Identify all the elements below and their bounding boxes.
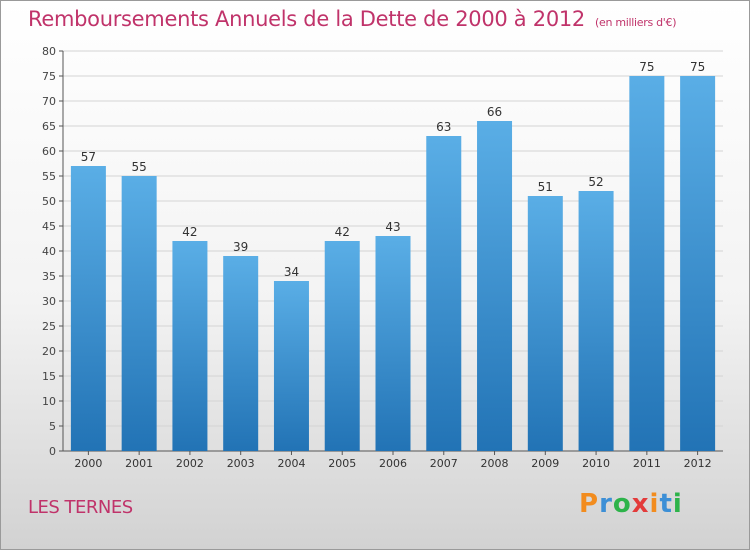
bar-value-label: 51 <box>538 180 553 194</box>
bar-value-label: 66 <box>487 105 502 119</box>
bar <box>70 166 106 451</box>
bar-value-label: 63 <box>436 120 451 134</box>
y-tick-label: 45 <box>42 220 56 233</box>
bar <box>172 241 208 451</box>
bar-value-label: 52 <box>588 175 603 189</box>
x-tick-label: 2009 <box>531 457 559 470</box>
bar-value-label: 42 <box>182 225 197 239</box>
bar <box>578 191 614 451</box>
y-tick-label: 80 <box>42 45 56 58</box>
bar-value-label: 57 <box>81 150 96 164</box>
bar <box>375 236 411 451</box>
x-tick-label: 2002 <box>176 457 204 470</box>
x-tick-label: 2003 <box>227 457 255 470</box>
y-tick-label: 20 <box>42 345 56 358</box>
logo-letter: i <box>672 489 683 519</box>
y-tick-label: 65 <box>42 120 56 133</box>
bar <box>223 256 259 451</box>
y-tick-label: 25 <box>42 320 56 333</box>
logo-letter: r <box>599 489 613 519</box>
bar <box>527 196 563 451</box>
x-tick-label: 2012 <box>684 457 712 470</box>
y-tick-label: 40 <box>42 245 56 258</box>
x-tick-label: 2006 <box>379 457 407 470</box>
bar-value-label: 43 <box>385 220 400 234</box>
logo-letter: i <box>649 489 660 519</box>
y-tick-label: 15 <box>42 370 56 383</box>
x-tick-label: 2010 <box>582 457 610 470</box>
x-tick-label: 2004 <box>277 457 305 470</box>
bar <box>324 241 360 451</box>
bar <box>680 76 716 451</box>
bar-value-label: 75 <box>639 60 654 74</box>
unit-label: (en milliers d'€) <box>595 16 677 29</box>
logo-letter: t <box>659 489 673 519</box>
bar-value-label: 42 <box>335 225 350 239</box>
logo-letter: x <box>631 489 650 519</box>
y-tick-label: 70 <box>42 95 56 108</box>
bar <box>477 121 513 451</box>
bar-value-label: 39 <box>233 240 248 254</box>
bar <box>426 136 462 451</box>
commune-name: LES TERNES <box>28 497 133 518</box>
bar <box>273 281 309 451</box>
y-tick-label: 5 <box>49 420 56 433</box>
bar-value-label: 55 <box>132 160 147 174</box>
title-text: Remboursements Annuels de la Dette de 20… <box>28 7 585 31</box>
x-tick-label: 2001 <box>125 457 153 470</box>
y-tick-label: 0 <box>49 445 56 458</box>
logo-letter: o <box>612 489 632 519</box>
x-tick-label: 2008 <box>481 457 509 470</box>
proxiti-logo: Proxiti <box>579 489 683 519</box>
bar-value-label: 75 <box>690 60 705 74</box>
x-tick-label: 2000 <box>74 457 102 470</box>
bar <box>121 176 157 451</box>
y-tick-label: 10 <box>42 395 56 408</box>
chart-title: Remboursements Annuels de la Dette de 20… <box>28 7 676 31</box>
y-tick-label: 75 <box>42 70 56 83</box>
x-tick-label: 2005 <box>328 457 356 470</box>
logo-letter: P <box>579 489 600 519</box>
y-tick-label: 30 <box>42 295 56 308</box>
y-tick-label: 55 <box>42 170 56 183</box>
bar-value-label: 34 <box>284 265 299 279</box>
x-tick-label: 2007 <box>430 457 458 470</box>
y-tick-label: 35 <box>42 270 56 283</box>
x-tick-label: 2011 <box>633 457 661 470</box>
y-tick-label: 60 <box>42 145 56 158</box>
bar <box>629 76 665 451</box>
y-tick-label: 50 <box>42 195 56 208</box>
